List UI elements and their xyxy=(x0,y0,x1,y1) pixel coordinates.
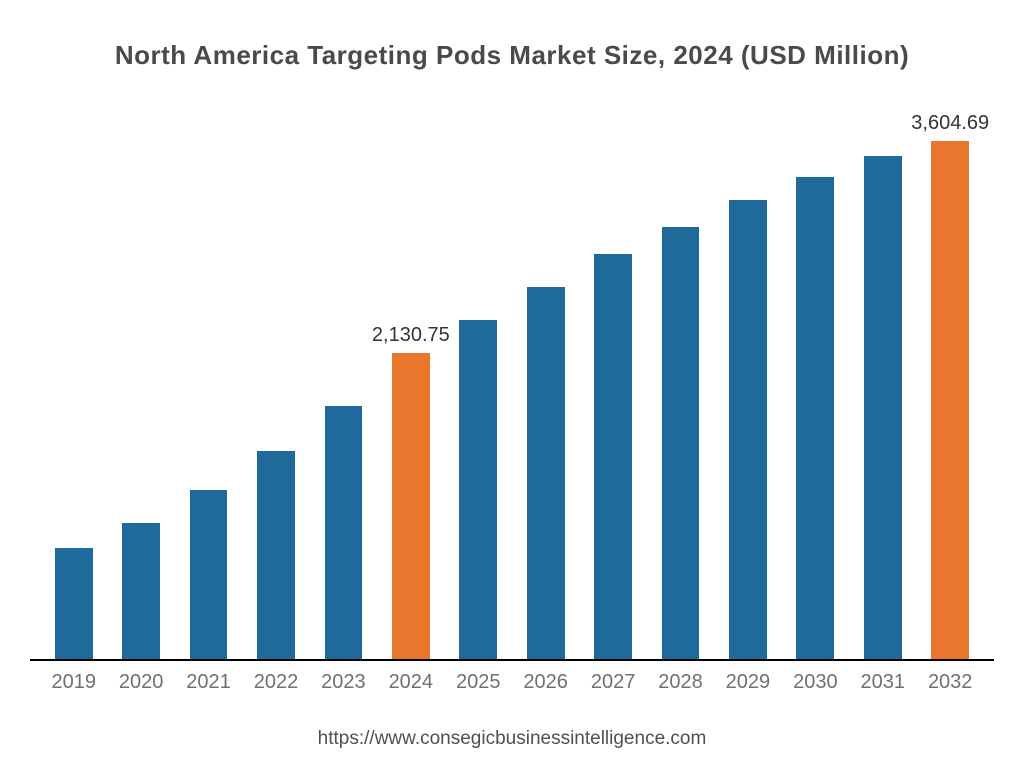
bar xyxy=(796,177,834,659)
bar-slot xyxy=(242,451,309,659)
bar-slot xyxy=(849,156,916,659)
bar xyxy=(931,141,969,659)
x-tick: 2030 xyxy=(782,671,849,694)
value-label: 3,604.69 xyxy=(911,112,989,135)
bar-slot xyxy=(175,490,242,659)
x-tick: 2027 xyxy=(579,671,646,694)
bar xyxy=(257,451,295,659)
bar-slot xyxy=(647,227,714,659)
bar xyxy=(459,320,497,659)
bar-slot xyxy=(714,200,781,659)
value-label: 2,130.75 xyxy=(372,324,450,347)
bar xyxy=(594,254,632,659)
bar xyxy=(55,548,93,659)
bar-slot: 2,130.75 xyxy=(377,353,444,659)
bar-slot xyxy=(40,548,107,659)
x-tick: 2028 xyxy=(647,671,714,694)
bar-slot xyxy=(579,254,646,659)
bar-slot xyxy=(782,177,849,659)
source-link[interactable]: https://www.consegicbusinessintelligence… xyxy=(30,728,994,750)
x-tick: 2031 xyxy=(849,671,916,694)
bar xyxy=(190,490,228,659)
x-tick: 2024 xyxy=(377,671,444,694)
bar-slot xyxy=(445,320,512,659)
bar-slot xyxy=(107,523,174,659)
x-tick: 2025 xyxy=(445,671,512,694)
x-tick: 2032 xyxy=(916,671,983,694)
x-tick: 2026 xyxy=(512,671,579,694)
x-axis: 2019202020212022202320242025202620272028… xyxy=(30,661,994,694)
x-tick: 2019 xyxy=(40,671,107,694)
x-tick: 2022 xyxy=(242,671,309,694)
plot-area: 2,130.75 3,604.69 xyxy=(30,101,994,661)
bar xyxy=(122,523,160,659)
x-tick: 2020 xyxy=(107,671,174,694)
bars-group: 2,130.75 3,604.69 xyxy=(30,101,994,659)
x-tick: 2021 xyxy=(175,671,242,694)
chart-container: North America Targeting Pods Market Size… xyxy=(0,0,1024,768)
bar xyxy=(864,156,902,659)
chart-title: North America Targeting Pods Market Size… xyxy=(30,40,994,71)
bar xyxy=(662,227,700,659)
bar-slot: 3,604.69 xyxy=(916,141,983,659)
bar-slot xyxy=(310,406,377,659)
bar xyxy=(325,406,363,659)
x-tick: 2023 xyxy=(310,671,377,694)
bar xyxy=(729,200,767,659)
x-tick: 2029 xyxy=(714,671,781,694)
bar-slot xyxy=(512,287,579,659)
bar xyxy=(527,287,565,659)
bar xyxy=(392,353,430,659)
